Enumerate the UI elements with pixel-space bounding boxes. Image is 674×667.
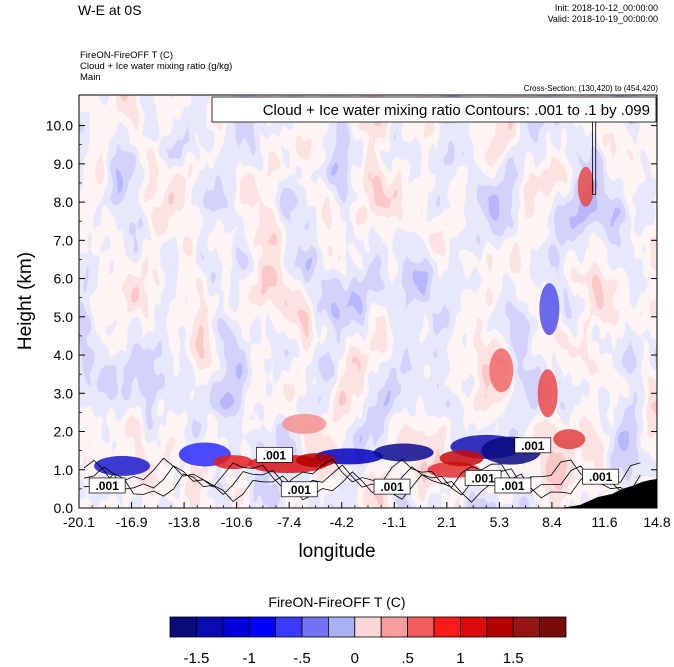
colorbar-title: FireON-FireOFF T (C) — [268, 594, 406, 610]
y-tick-label: 0.0 — [54, 500, 74, 516]
colorbar-tick-label: -1.5 — [183, 650, 209, 667]
colorbar-swatch — [433, 616, 461, 638]
colorbar-swatch — [195, 616, 224, 638]
x-tick-label: -10.6 — [221, 514, 253, 530]
colorbar-swatch — [459, 616, 488, 638]
contour-label: .001 — [95, 479, 119, 493]
y-tick-label: 4.0 — [54, 347, 74, 363]
colorbar-tick-label: 1.5 — [503, 650, 524, 667]
x-tick-label: -16.9 — [116, 514, 148, 530]
field-description: FireON-FireOFF T (C) Cloud + Ice water m… — [80, 50, 232, 83]
colorbar-swatch — [301, 616, 329, 638]
x-axis-label: longitude — [298, 541, 376, 562]
x-axis: -20.1 -16.9 -13.8 -10.6 -7.4 -4.2 -1.1 2.1 5.3 8.… — [63, 502, 671, 530]
y-tick-label: 7.0 — [54, 232, 74, 248]
contour-label-box — [373, 478, 411, 495]
colorbar-swatch — [327, 616, 356, 638]
run-times: Init: 2018-10-12_00:00:00 Valid: 2018-10… — [548, 3, 658, 25]
colorbar-swatch — [407, 616, 435, 638]
contour-label: .001 — [589, 470, 613, 484]
x-tick-label: 8.4 — [542, 514, 562, 530]
colorbar-tick-label: -.5 — [293, 650, 311, 667]
y-tick-label: 8.0 — [54, 194, 74, 210]
colorbar-swatch — [354, 616, 382, 638]
contour-info-box: Cloud + Ice water mixing ratio Contours:… — [211, 96, 657, 123]
x-tick-label: -1.1 — [382, 514, 406, 530]
anomaly-spot — [439, 450, 484, 467]
anomaly-spot — [553, 429, 586, 450]
terrain-fill — [560, 479, 657, 508]
colorbar-swatch — [275, 616, 303, 638]
anomaly-spot — [295, 453, 336, 468]
anomaly-spot — [213, 455, 254, 470]
x-tick-label: 14.8 — [643, 514, 670, 530]
contour-label: .001 — [501, 479, 525, 493]
cloud-contour — [83, 457, 641, 503]
y-tick-label: 2.0 — [54, 424, 74, 440]
field-line: FireON-FireOFF T (C) — [80, 50, 174, 61]
x-tick-label: -20.1 — [63, 514, 95, 530]
contour-label: .001 — [471, 471, 495, 485]
y-tick-label: 9.0 — [54, 156, 74, 172]
valid-time: Valid: 2018-10-19_00:00:00 — [547, 14, 658, 24]
contour-label-box — [256, 447, 293, 463]
colorbar-tick-label: .5 — [401, 650, 414, 667]
contour-label: .001 — [288, 483, 312, 497]
y-axis: 0.0 1.0 2.0 3.0 4.0 5.0 6.0 7.0 8.0 9.0 10.0 — [46, 118, 657, 516]
colorbar-swatch — [539, 616, 567, 638]
anomaly-spot — [537, 369, 558, 418]
overlay-line: Cloud + Ice water mixing ratio (g/kg) — [80, 61, 233, 72]
heatmap-field — [79, 95, 657, 508]
colorbar-swatch — [248, 616, 276, 638]
colorbar-tick-label: 1 — [456, 650, 464, 667]
contour-label: .001 — [263, 448, 287, 462]
anomaly-spot — [282, 413, 327, 434]
y-tick-label: 5.0 — [54, 309, 74, 325]
cross-section-label: Cross-Section: (130,420) to (454,420) — [523, 84, 658, 93]
y-tick-label: 1.0 — [54, 462, 74, 478]
x-tick-label: 5.3 — [490, 514, 510, 530]
x-tick-label: -13.8 — [168, 514, 200, 530]
colorbar-tick-label: -1 — [243, 650, 256, 667]
contour-label: .001 — [380, 480, 404, 494]
colorbar-swatch — [486, 616, 514, 638]
contour-label-box — [494, 477, 532, 494]
y-tick-label: 6.0 — [54, 271, 74, 287]
y-axis-label: Height (km) — [15, 251, 36, 351]
contour-info: Cloud + Ice water mixing ratio Contours:… — [263, 102, 650, 119]
x-tick-label: 2.1 — [437, 514, 457, 530]
x-tick-label: 11.6 — [591, 514, 617, 530]
colorbar-swatch — [512, 616, 541, 638]
contour-label: .001 — [521, 439, 545, 453]
y-tick-label: 10.0 — [46, 118, 73, 134]
contour-label-box — [88, 477, 126, 494]
contour-label-box — [582, 468, 620, 485]
anomaly-spot — [577, 166, 594, 207]
colorbar: -1.5 -1 -.5 0 .5 1 1.5 — [169, 616, 567, 667]
contour-label-box — [280, 481, 318, 498]
contour-label-box — [514, 437, 552, 454]
x-tick-label: -4.2 — [330, 514, 354, 530]
chart-title: W-E at 0S — [78, 2, 142, 18]
colorbar-swatch — [380, 616, 409, 638]
colorbar-swatch — [169, 616, 197, 638]
y-tick-label: 3.0 — [54, 385, 74, 401]
colorbar-tick-label: 0 — [351, 650, 359, 667]
anomaly-spot — [373, 443, 434, 462]
colorbar-swatch — [222, 616, 250, 638]
anomaly-spot — [489, 348, 514, 393]
init-time: Init: 2018-10-12_00:00:00 — [554, 3, 658, 13]
anomaly-spot — [94, 455, 151, 476]
anomaly-spot — [539, 283, 560, 336]
x-tick-label: -7.4 — [277, 514, 301, 530]
run-line: Main — [80, 72, 101, 83]
